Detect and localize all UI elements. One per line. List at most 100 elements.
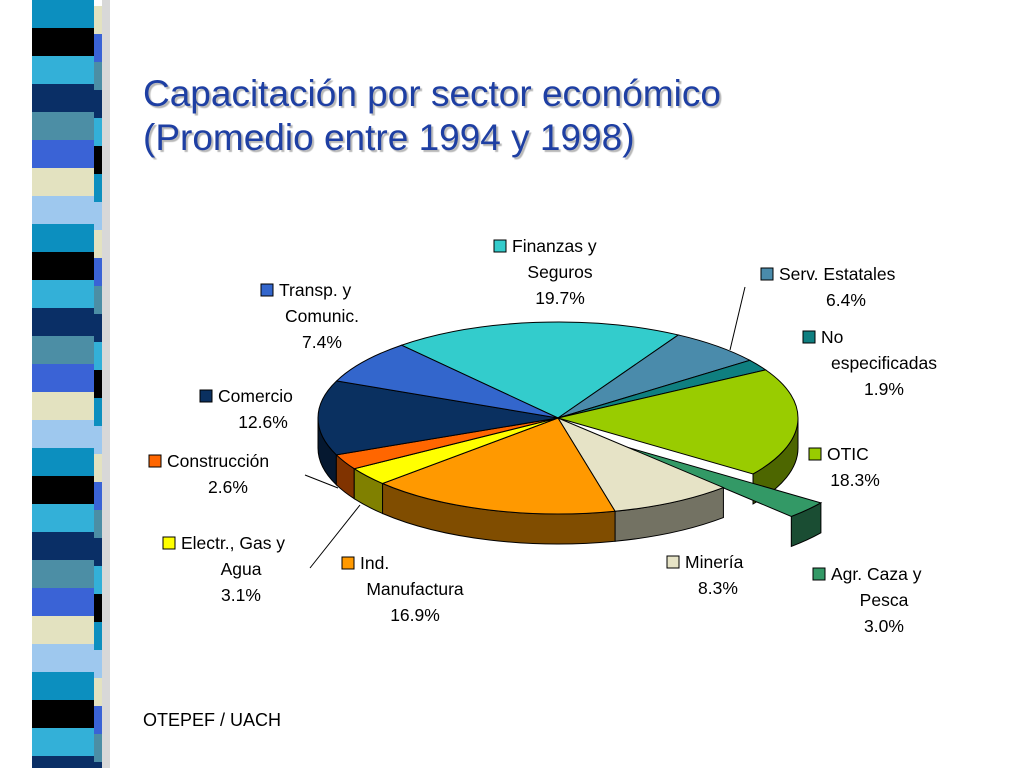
value-label-mineria: 8.3% [698, 578, 738, 598]
category-label-electr-gas-y-agua: Electr., Gas y [181, 533, 285, 553]
stripe-block [32, 84, 94, 112]
stripe-shadow-block [94, 258, 102, 286]
category-label-transp-y-comunic: Comunic. [285, 306, 359, 326]
legend-key-ind-manufactura [341, 556, 355, 570]
stripe-block [32, 672, 94, 700]
stripe-edge [102, 0, 110, 768]
category-label-serv-estatales: Serv. Estatales [779, 264, 896, 284]
category-label-otic: OTIC [827, 444, 869, 464]
value-label-serv-estatales: 6.4% [826, 290, 866, 310]
stripe-shadow-block [94, 342, 102, 370]
value-label-agr-caza-y-pesca: 3.0% [864, 616, 904, 636]
value-label-ind-manufactura: 16.9% [390, 605, 440, 625]
stripe-block [32, 140, 94, 168]
legend-key-comercio [199, 389, 213, 403]
stripe-block [32, 336, 94, 364]
stripe-block [32, 168, 94, 196]
stripe-block [32, 728, 94, 756]
stripe-block [32, 0, 94, 28]
stripe-shadow-block [94, 314, 102, 342]
stripe-shadow-block [94, 34, 102, 62]
category-label-no-especificadas: especificadas [831, 353, 937, 373]
value-label-construccion: 2.6% [208, 477, 248, 497]
slice-ind-manufactura [381, 417, 616, 515]
category-label-ind-manufactura: Manufactura [366, 579, 464, 599]
stripe-shadow-block [94, 146, 102, 174]
category-label-finanzas-y-seguros: Seguros [527, 262, 592, 282]
slice-mineria [556, 416, 725, 512]
stripe-shadow-block [94, 398, 102, 426]
stripe-shadow-block [94, 566, 102, 594]
stripe-block [32, 448, 94, 476]
legend-key-no-especificadas [802, 330, 816, 344]
value-label-finanzas-y-seguros: 19.7% [535, 288, 585, 308]
stripe-shadow-block [94, 118, 102, 146]
stripe-block [32, 196, 94, 224]
stripe-block [32, 644, 94, 672]
stripe-block [32, 252, 94, 280]
stripe-shadow-block [94, 538, 102, 566]
leader-line-construccion [304, 474, 339, 489]
slide-title: Capacitación por sector económico (Prome… [143, 72, 943, 160]
stripe-block [32, 420, 94, 448]
stripe-shadow-block [94, 482, 102, 510]
legend-key-otic [808, 447, 822, 461]
stripe-shadow-block [94, 62, 102, 90]
stripe-block [32, 28, 94, 56]
value-label-no-especificadas: 1.9% [864, 379, 904, 399]
stripe-block [32, 756, 94, 768]
stripe-shadow-block [94, 454, 102, 482]
stripe-shadow-block [94, 594, 102, 622]
value-label-transp-y-comunic: 7.4% [302, 332, 342, 352]
legend-key-finanzas-y-seguros [493, 239, 507, 253]
stripe-shadow-block [94, 762, 102, 768]
decorative-stripe [32, 0, 110, 768]
stripe-block [32, 700, 94, 728]
stripe-shadow-block [94, 678, 102, 706]
leader-line-serv-estatales [729, 286, 746, 351]
stripe-block [32, 504, 94, 532]
stripe-shadow-block [94, 90, 102, 118]
stripe-block [32, 588, 94, 616]
stripe-shadow-block [94, 650, 102, 678]
category-label-comercio: Comercio [218, 386, 293, 406]
legend-key-agr-caza-y-pesca [812, 567, 826, 581]
leader-line-electr-gas-y-agua [309, 504, 361, 569]
category-label-agr-caza-y-pesca: Pesca [860, 590, 909, 610]
stripe-block [32, 560, 94, 588]
slice-agr-caza-y-pesca [625, 446, 823, 517]
category-label-no-especificadas: No [821, 327, 843, 347]
stripe-shadow-block [94, 510, 102, 538]
stripe-shadow-block [94, 202, 102, 230]
stripe-block [32, 392, 94, 420]
category-label-construccion: Construcción [167, 451, 269, 471]
stripe-shadow-block [94, 734, 102, 762]
value-label-comercio: 12.6% [238, 412, 288, 432]
slice-comercio [317, 380, 559, 456]
slice-finanzas-y-seguros [400, 321, 680, 419]
stripe-block [32, 56, 94, 84]
stripe-block [32, 224, 94, 252]
stripe-shadow-block [94, 706, 102, 734]
stripe-block [32, 280, 94, 308]
title-line-2: (Promedio entre 1994 y 1998) [143, 117, 635, 158]
legend-key-electr-gas-y-agua [162, 536, 176, 550]
legend-key-transp-y-comunic [260, 283, 274, 297]
source-note: OTEPEF / UACH [143, 710, 282, 730]
legend-key-construccion [148, 454, 162, 468]
stripe-block [32, 112, 94, 140]
stripe-block [32, 308, 94, 336]
category-label-transp-y-comunic: Transp. y [279, 280, 352, 300]
title-line-1: Capacitación por sector económico [143, 73, 721, 114]
value-label-otic: 18.3% [830, 470, 880, 490]
stripe-shadow-block [94, 6, 102, 34]
stripe-shadow-block [94, 174, 102, 202]
slice-otic [556, 369, 799, 475]
stripe-shadow-block [94, 622, 102, 650]
category-label-ind-manufactura: Ind. [360, 553, 389, 573]
stripe-shadow-block [94, 230, 102, 258]
slice-transp-y-comunic [335, 344, 559, 419]
category-label-electr-gas-y-agua: Agua [221, 559, 262, 579]
value-label-electr-gas-y-agua: 3.1% [221, 585, 261, 605]
